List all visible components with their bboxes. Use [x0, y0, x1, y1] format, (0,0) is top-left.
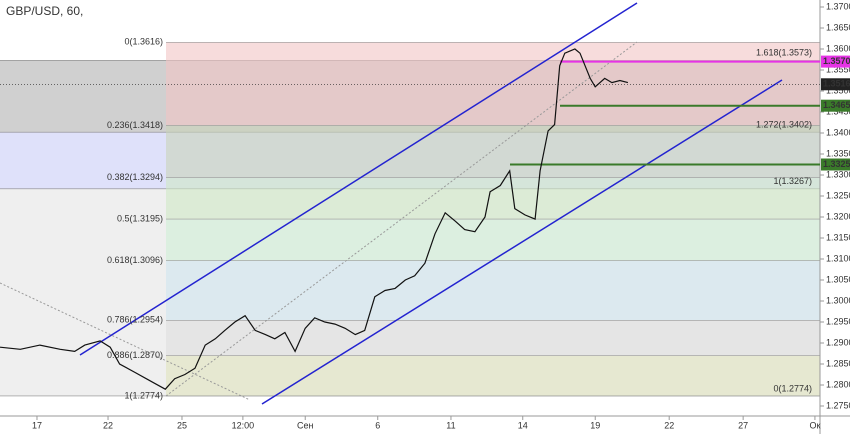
y-tick-label: 1.2850: [826, 358, 850, 368]
price-tag: [821, 158, 850, 171]
price-line-series: [0, 48, 629, 390]
x-tick-label: 11: [446, 420, 455, 430]
fib-label: 1(1.2774): [124, 390, 163, 400]
price-tag-label: 1.3570: [823, 56, 850, 66]
y-tick-label: 1.3300: [826, 169, 850, 179]
y-tick-label: 1.3000: [826, 295, 850, 305]
fib-label: 0.618(1.3096): [107, 255, 163, 265]
fib-label: 0(1.3616): [124, 37, 163, 47]
fib-band: [166, 219, 820, 261]
y-tick-label: 1.2750: [826, 400, 850, 410]
fib-band: [166, 42, 820, 126]
y-tick-label: 1.3050: [826, 274, 850, 284]
x-tick-label: 25: [177, 420, 187, 430]
x-tick-label: 6: [375, 420, 380, 430]
x-tick-label: 22: [664, 420, 674, 430]
x-tick-label: 19: [590, 420, 600, 430]
y-tick-label: 1.3550: [826, 64, 850, 74]
y-tick-label: 1.3400: [826, 127, 850, 137]
y-tick-label: 1.3350: [826, 148, 850, 158]
fib-ext-label: 1.272(1.3402): [756, 120, 812, 130]
price-tag-label: 1.3465: [823, 100, 850, 110]
fib-label: 0.5(1.3195): [117, 213, 163, 223]
y-tick-label: 1.3150: [826, 232, 850, 242]
fib-band: [166, 320, 820, 356]
fib-label: 0.236(1.3418): [107, 120, 163, 130]
fib-band: [166, 125, 820, 178]
y-tick-label: 1.3100: [826, 253, 850, 263]
price-tag: [821, 55, 850, 68]
price-tag: [821, 99, 850, 112]
y-tick-label: 1.2900: [826, 337, 850, 347]
fib-band: [166, 355, 820, 396]
price-tag-label: 1.3325: [823, 159, 850, 169]
fib-label: 0.786(1.2954): [107, 315, 163, 325]
price-tag: [821, 78, 850, 91]
fib-ext-label: 1.618(1.3573): [756, 48, 812, 58]
y-tick-label: 1.3600: [826, 43, 850, 53]
channel-lower: [261, 79, 783, 405]
x-tick-label: 22: [103, 420, 113, 430]
fib-ext-label: 1(1.3267): [773, 176, 812, 186]
price-tag-label: 1.3516: [823, 79, 850, 89]
fib-label: 0.382(1.3294): [107, 172, 163, 182]
x-tick-label: 12:00: [232, 420, 255, 430]
fib-band: [166, 177, 820, 220]
y-tick-label: 1.3650: [826, 22, 850, 32]
fib-bands: [0, 41, 820, 397]
fib-ext-label: 0(1.2774): [773, 383, 812, 393]
x-tick-label: Ок: [809, 420, 820, 430]
fib-label: 0.886(1.2870): [107, 350, 163, 360]
channel-upper: [79, 2, 638, 356]
fib-band: [166, 260, 820, 321]
y-tick-label: 1.3500: [826, 85, 850, 95]
y-tick-label: 1.3200: [826, 211, 850, 221]
y-tick-label: 1.2800: [826, 379, 850, 389]
y-tick-label: 1.2950: [826, 316, 850, 326]
x-tick-label: Сен: [297, 420, 314, 430]
x-tick-label: 14: [518, 420, 528, 430]
y-tick-label: 1.3700: [826, 1, 850, 11]
x-tick-label: 27: [738, 420, 748, 430]
title-box: [0, 2, 135, 22]
chart-title: GBP/USD, 60,: [6, 4, 83, 18]
x-tick-label: 17: [32, 420, 42, 430]
y-tick-label: 1.3250: [826, 190, 850, 200]
